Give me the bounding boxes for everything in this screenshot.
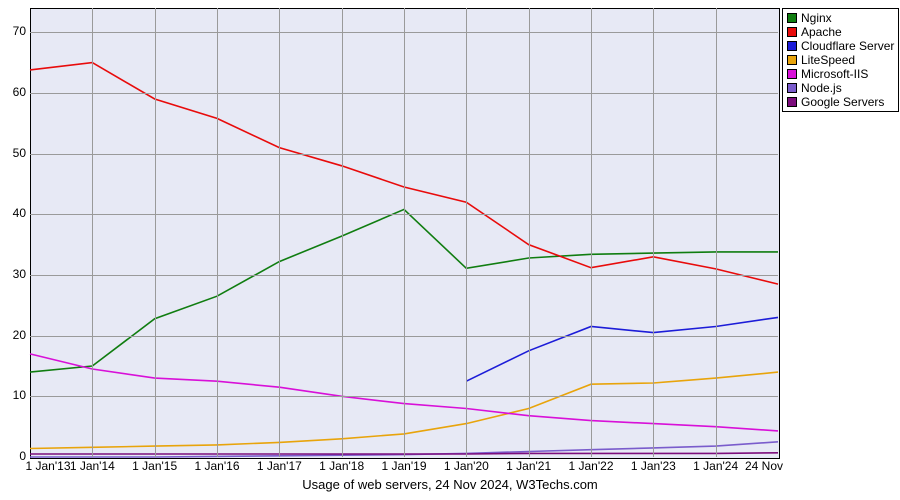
- gridline-vertical: [155, 8, 156, 457]
- legend-label: Microsoft-IIS: [801, 67, 868, 81]
- y-tick-label: 10: [0, 388, 26, 402]
- legend-swatch: [787, 27, 797, 37]
- x-tick-label: 1 Jan'19: [382, 459, 427, 473]
- legend-swatch: [787, 69, 797, 79]
- legend-item: Cloudflare Server: [787, 39, 894, 53]
- y-tick-label: 50: [0, 146, 26, 160]
- gridline-vertical: [217, 8, 218, 457]
- x-tick-label: 1 Jan'13: [26, 459, 71, 473]
- legend-item: LiteSpeed: [787, 53, 894, 67]
- legend-item: Apache: [787, 25, 894, 39]
- gridline-vertical: [653, 8, 654, 457]
- x-tick-label: 1 Jan'17: [257, 459, 302, 473]
- x-tick-label: 1 Jan'14: [70, 459, 115, 473]
- legend-swatch: [787, 13, 797, 23]
- y-tick-label: 60: [0, 85, 26, 99]
- series-line: [466, 317, 778, 381]
- legend-label: Cloudflare Server: [801, 39, 894, 53]
- y-tick-label: 30: [0, 267, 26, 281]
- legend-label: Nginx: [801, 11, 832, 25]
- legend-swatch: [787, 41, 797, 51]
- legend-label: Node.js: [801, 81, 842, 95]
- gridline-vertical: [529, 8, 530, 457]
- legend-swatch: [787, 83, 797, 93]
- x-tick-label: 24 Nov: [745, 459, 783, 473]
- x-tick-label: 1 Jan'22: [569, 459, 614, 473]
- y-tick-label: 0: [0, 449, 26, 463]
- x-tick-label: 1 Jan'24: [693, 459, 738, 473]
- legend-label: LiteSpeed: [801, 53, 855, 67]
- gridline-vertical: [466, 8, 467, 457]
- x-tick-label: 1 Jan'15: [132, 459, 177, 473]
- gridline-vertical: [342, 8, 343, 457]
- legend-swatch: [787, 97, 797, 107]
- gridline-vertical: [591, 8, 592, 457]
- chart-caption: Usage of web servers, 24 Nov 2024, W3Tec…: [0, 477, 900, 492]
- legend: NginxApacheCloudflare ServerLiteSpeedMic…: [782, 8, 899, 112]
- gridline-vertical: [92, 8, 93, 457]
- x-tick-label: 1 Jan'21: [506, 459, 551, 473]
- legend-label: Apache: [801, 25, 842, 39]
- gridline-vertical: [716, 8, 717, 457]
- legend-item: Nginx: [787, 11, 894, 25]
- gridline-vertical: [279, 8, 280, 457]
- legend-item: Node.js: [787, 81, 894, 95]
- legend-label: Google Servers: [801, 95, 884, 109]
- x-tick-label: 1 Jan'16: [195, 459, 240, 473]
- y-tick-label: 70: [0, 24, 26, 38]
- y-tick-label: 40: [0, 206, 26, 220]
- gridline-vertical: [404, 8, 405, 457]
- x-tick-label: 1 Jan'23: [631, 459, 676, 473]
- legend-item: Microsoft-IIS: [787, 67, 894, 81]
- x-tick-label: 1 Jan'18: [319, 459, 364, 473]
- y-tick-label: 20: [0, 328, 26, 342]
- legend-item: Google Servers: [787, 95, 894, 109]
- chart-container: { "chart": { "type": "line", "caption": …: [0, 0, 900, 500]
- legend-swatch: [787, 55, 797, 65]
- chart-lines: [0, 0, 900, 500]
- x-tick-label: 1 Jan'20: [444, 459, 489, 473]
